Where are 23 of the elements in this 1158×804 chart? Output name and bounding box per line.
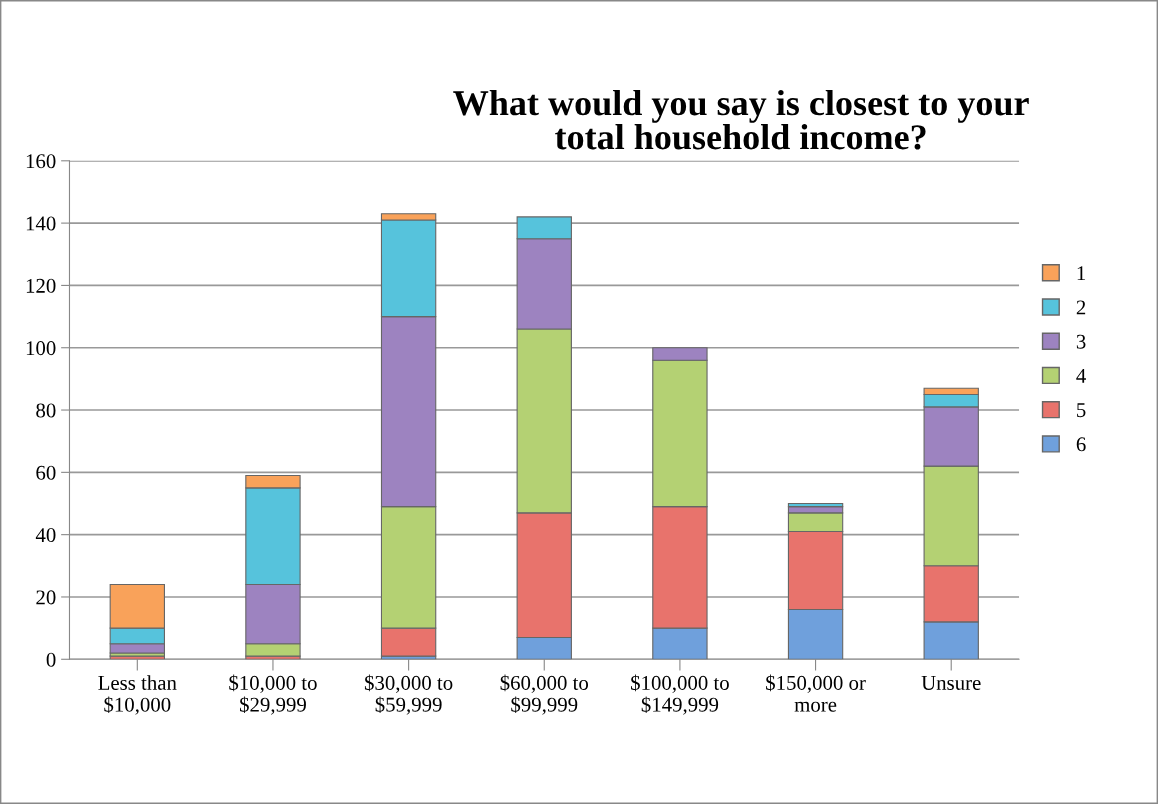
legend-label: 2 [1076,300,1086,315]
y-tick-label: 120 [26,278,56,293]
legend-label: 6 [1076,437,1086,452]
x-tick-label: Unsure [921,676,981,690]
chart-title: What would you say is closest to your total household income? [453,89,1029,150]
x-tick-label: $100,000 to $149,999 [631,674,729,715]
x-tick-label: $60,000 to $99,999 [500,674,589,715]
legend-label: 3 [1076,334,1086,349]
legend-label: 4 [1076,368,1086,383]
y-tick-label: 20 [36,590,56,605]
x-tick-label: $30,000 to $59,999 [364,674,453,715]
y-tick-label: 160 [26,154,56,169]
x-tick-label: $10,000 to $29,999 [229,674,317,715]
x-tick-label: Less than $10,000 [98,675,177,715]
y-tick-label: 40 [35,528,56,543]
y-tick-label: 140 [26,216,56,231]
y-tick-label: 0 [46,652,56,667]
y-tick-label: 100 [26,341,56,356]
legend-label: 5 [1077,403,1086,418]
y-tick-label: 60 [36,465,56,480]
legend-label: 1 [1077,266,1086,281]
x-tick-label: $150,000 or more [766,674,866,712]
y-tick-label: 80 [36,403,56,418]
